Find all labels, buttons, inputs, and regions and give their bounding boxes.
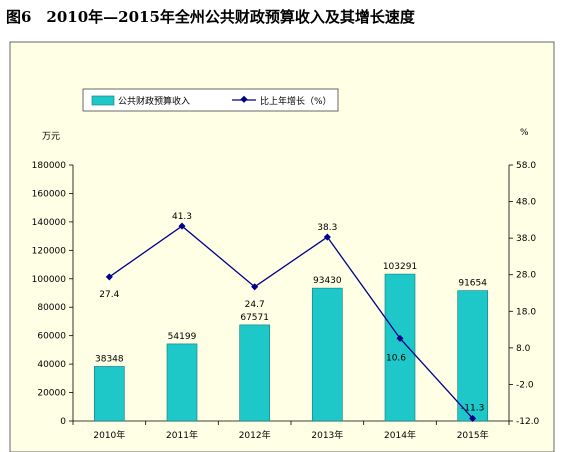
left-tick-label: 160000: [32, 189, 67, 199]
right-tick-label: 38.0: [516, 234, 536, 244]
growth-point-label: 24.7: [245, 300, 265, 310]
revenue-bar: [94, 366, 125, 422]
legend-line-label: 比上年增长（%）: [260, 95, 332, 107]
growth-point: [251, 283, 259, 291]
x-tick-label: 2012年: [239, 429, 271, 441]
left-tick-label: 40000: [37, 360, 66, 370]
legend-line-marker: [240, 95, 248, 103]
x-tick-label: 2011年: [166, 429, 198, 441]
growth-point: [396, 334, 404, 342]
left-tick-label: 80000: [37, 303, 66, 313]
growth-point-label: 41.3: [172, 212, 192, 222]
growth-point: [105, 273, 113, 281]
legend-box: [82, 88, 339, 112]
growth-point: [178, 222, 186, 230]
revenue-bar-label: 103291: [383, 262, 417, 272]
right-tick-label: 58.0: [516, 161, 536, 171]
growth-point-label: 27.4: [99, 290, 119, 300]
left-axis-unit: 万元: [42, 132, 60, 142]
left-tick-label: 100000: [32, 275, 67, 285]
legend: 公共财政预算收入 比上年增长（%）: [82, 88, 339, 112]
right-tick-label: -12.0: [516, 417, 540, 427]
right-tick-label: 28.0: [516, 271, 536, 281]
left-tick-label: 60000: [37, 332, 66, 342]
growth-line: [108, 225, 474, 419]
revenue-bar-label: 91654: [458, 279, 487, 289]
legend-bar-label: 公共财政预算收入: [118, 95, 190, 107]
x-tick-label: 2010年: [93, 429, 125, 441]
growth-point-label: -11.3: [461, 403, 484, 413]
plot-area: 0 20000 40000 60000 80000 100000 120000 140000 1…: [32, 161, 540, 441]
revenue-bar: [312, 287, 343, 422]
left-tick-label: 140000: [32, 218, 67, 228]
growth-point-label: 38.3: [317, 223, 337, 233]
revenue-bar-label: 93430: [313, 276, 342, 286]
x-tick-label: 2014年: [384, 429, 416, 441]
revenue-bar-label: 67571: [240, 313, 269, 323]
left-tick-label: 120000: [32, 246, 67, 256]
chart-title: 图6 2010年—2015年全州公共财政预算收入及其增长速度: [6, 8, 416, 26]
revenue-bar-label: 54199: [168, 332, 197, 342]
revenue-bar: [457, 290, 488, 422]
right-tick-label: -2.0: [516, 380, 534, 390]
growth-point-label: 10.6: [386, 353, 406, 363]
left-tick-label: 0: [60, 417, 66, 427]
growth-point: [323, 233, 331, 241]
left-tick-label: 180000: [32, 161, 67, 171]
growth-point: [469, 414, 477, 422]
revenue-bar: [384, 273, 416, 422]
revenue-bar-label: 38348: [95, 354, 124, 364]
revenue-bar: [239, 324, 270, 422]
revenue-bar: [166, 343, 198, 422]
right-tick-label: 18.0: [516, 307, 536, 317]
left-tick-label: 20000: [37, 389, 66, 399]
right-tick-label: 48.0: [516, 198, 536, 208]
right-tick-label: 8.0: [516, 344, 531, 354]
legend-bar-swatch: [91, 95, 115, 106]
x-tick-label: 2015年: [457, 429, 489, 441]
right-axis-unit: %: [520, 128, 529, 138]
x-tick-label: 2013年: [311, 429, 343, 441]
